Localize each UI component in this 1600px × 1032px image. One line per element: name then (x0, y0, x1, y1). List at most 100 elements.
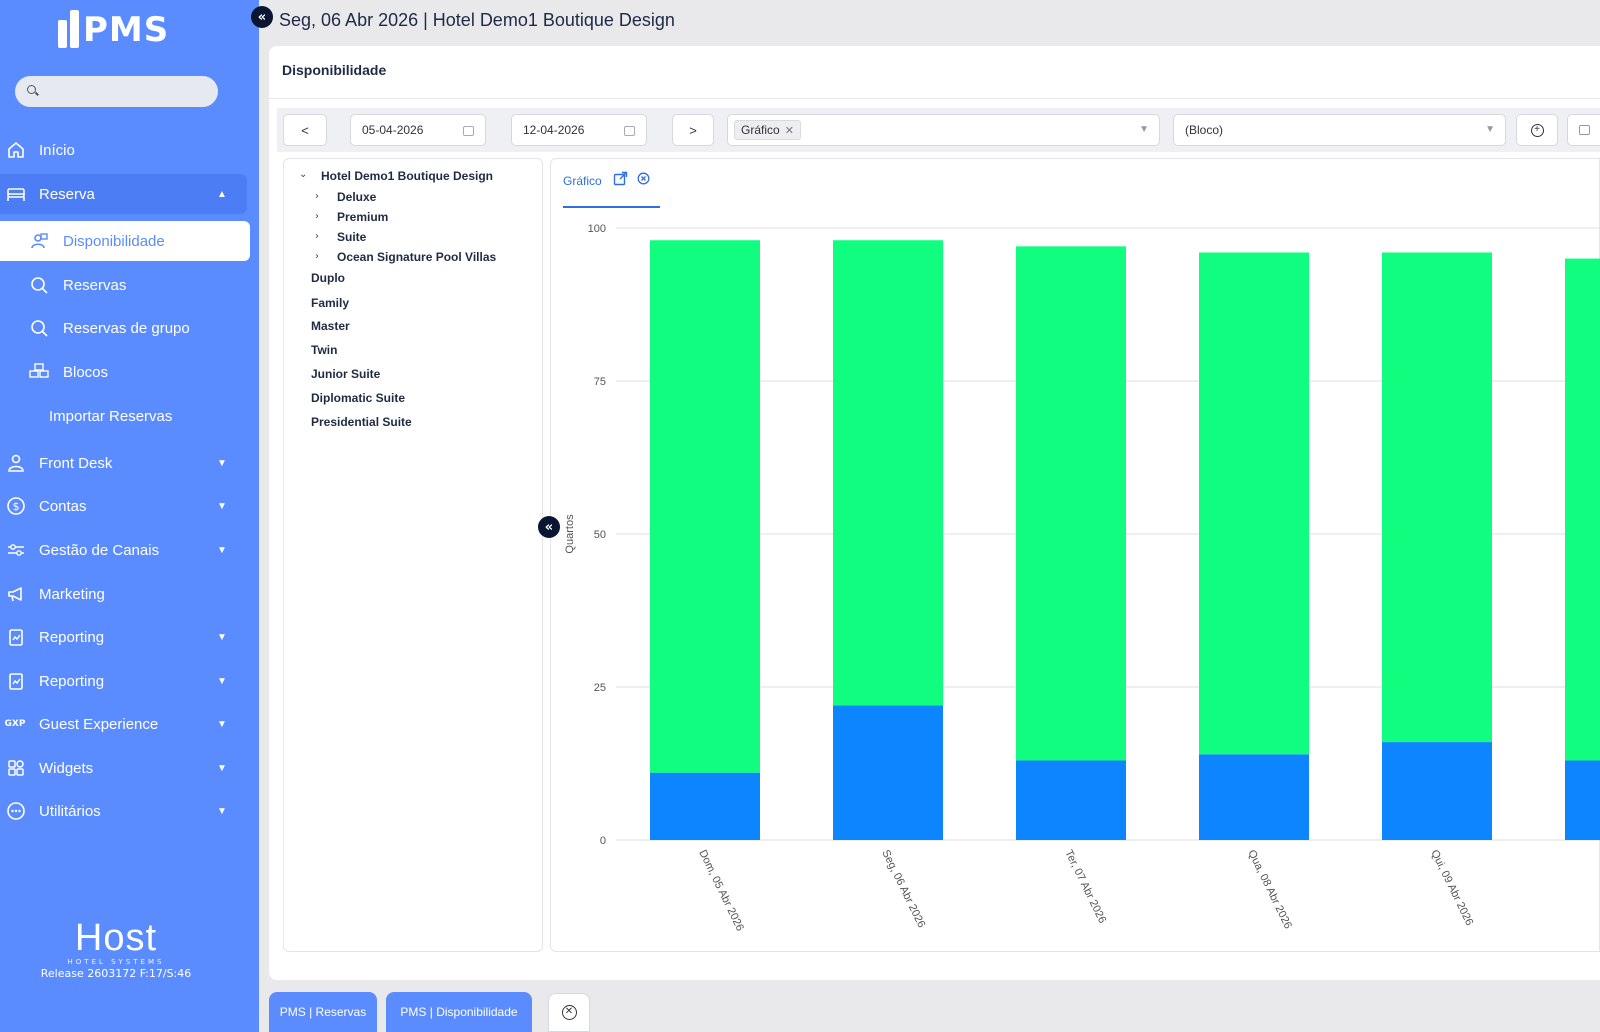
sidebar-item-label: Utilitários (39, 802, 101, 820)
search-input[interactable] (15, 76, 218, 107)
sidebar-item-guest-experience[interactable]: GXP Guest Experience ▼ (0, 704, 247, 744)
date-to-input[interactable]: 12-04-2026 (511, 114, 647, 146)
sidebar-item-reporting-2[interactable]: Reporting ▼ (0, 661, 247, 701)
tree-node[interactable]: Premium (337, 210, 389, 224)
bottom-tab-reservas[interactable]: PMS | Reservas (269, 992, 377, 1032)
x-tick-label: Ter, 07 Abr 2026 (1062, 848, 1108, 925)
report-icon (5, 626, 27, 648)
block-select[interactable]: (Bloco) ▼ (1173, 114, 1506, 146)
sidebar-item-inicio[interactable]: Início (0, 130, 247, 170)
collapse-sidebar-button[interactable]: « (251, 6, 273, 28)
sidebar-subitem-label: Reservas de grupo (63, 319, 190, 337)
sidebar-item-contas[interactable]: $ Contas ▼ (0, 486, 247, 526)
home-icon (5, 139, 27, 161)
sidebar-item-label: Reporting (39, 672, 105, 690)
sidebar-subitem-reservas-de-grupo[interactable]: Reservas de grupo (0, 308, 247, 348)
calendar-icon (624, 126, 635, 136)
release-text: Release 2603172 F:17/S:46 (40, 967, 192, 980)
bar-segment (1016, 246, 1126, 761)
prev-button[interactable]: < (283, 114, 327, 146)
block-select-value: (Bloco) (1185, 123, 1224, 137)
sidebar-subitem-blocos[interactable]: Blocos (0, 352, 247, 392)
x-tick-label: Dom, 05 Abr 2026 (696, 848, 746, 933)
tab-grafico[interactable]: Gráfico (563, 174, 602, 188)
chevron-down-icon: ▼ (217, 675, 227, 687)
svg-text:$: $ (13, 500, 20, 513)
page-header-title: Seg, 06 Abr 2026 | Hotel Demo1 Boutique … (279, 10, 675, 30)
plus-circle-icon: + (1530, 123, 1544, 137)
close-icon[interactable]: ✕ (784, 124, 794, 137)
dollar-icon: $ (5, 495, 27, 517)
chevron-down-icon: ▼ (1139, 124, 1149, 135)
stacked-bar-chart: 0 25 50 75 100 Quartos Dom, 05 Abr 2026 Seg, 06… (564, 223, 1600, 933)
calendar-button[interactable] (1567, 114, 1600, 146)
chevron-down-icon: ▼ (217, 500, 227, 512)
grid-icon (5, 757, 27, 779)
chevron-down-icon: ▼ (217, 457, 227, 469)
sidebar-item-label: Guest Experience (39, 715, 159, 733)
tree-node[interactable]: Diplomatic Suite (311, 391, 406, 405)
sidebar-subitem-label: Importar Reservas (49, 407, 173, 425)
tree-root[interactable]: Hotel Demo1 Boutique Design (321, 169, 494, 183)
y-tick-label: 0 (600, 835, 606, 847)
chevron-right-icon[interactable]: › (315, 211, 319, 222)
chevron-down-icon[interactable]: ⌄ (299, 169, 308, 180)
tree-node[interactable]: Suite (337, 230, 367, 244)
sidebar-item-reporting[interactable]: Reporting ▼ (0, 617, 247, 657)
sidebar-item-utilitarios[interactable]: Utilitários ▼ (0, 791, 247, 831)
tree-node[interactable]: Ocean Signature Pool Villas (337, 250, 497, 264)
date-from-input[interactable]: 05-04-2026 (350, 114, 486, 146)
person-icon (5, 452, 27, 474)
report-icon (5, 670, 27, 692)
chevron-down-icon: ▼ (217, 544, 227, 556)
close-circle-icon[interactable] (637, 172, 650, 189)
view-multiselect[interactable]: Gráfico ✕ ▼ (727, 114, 1160, 146)
collapse-tree-button[interactable]: « (538, 516, 560, 538)
chevron-down-icon: ▼ (217, 718, 227, 730)
sidebar-item-label: Gestão de Canais (39, 541, 160, 559)
calendar-icon (1578, 125, 1590, 135)
app-logo[interactable]: PMS (58, 8, 169, 48)
tree-node[interactable]: Junior Suite (311, 367, 381, 381)
sidebar-subitem-reservas[interactable]: Reservas (0, 265, 247, 305)
add-button[interactable]: + (1516, 114, 1558, 146)
tree-node[interactable]: Deluxe (337, 190, 377, 204)
logo-text: PMS (83, 10, 170, 50)
sidebar-subitem-disponibilidade[interactable]: Disponibilidade (0, 221, 250, 261)
sidebar-item-front-desk[interactable]: Front Desk ▼ (0, 443, 247, 483)
close-tabs-button[interactable]: ✕ (548, 993, 590, 1032)
bar-segment (833, 705, 943, 840)
tree-node[interactable]: Master (311, 319, 350, 333)
tree-node[interactable]: Duplo (311, 271, 345, 285)
sidebar-item-widgets[interactable]: Widgets ▼ (0, 748, 247, 788)
y-tick-label: 100 (588, 223, 606, 235)
search-icon (28, 317, 50, 339)
chevron-down-icon: ▼ (1485, 124, 1495, 135)
tree-node[interactable]: Presidential Suite (311, 415, 412, 429)
sidebar: PMS Início Reserva ▲ Disponibilidade Res… (0, 0, 259, 1032)
sliders-icon (5, 539, 27, 561)
chevron-down-icon: ▼ (217, 805, 227, 817)
sidebar-subitem-importar-reservas[interactable]: Importar Reservas (0, 396, 247, 436)
sidebar-item-gestao-de-canais[interactable]: Gestão de Canais ▼ (0, 530, 247, 570)
dots-icon (5, 800, 27, 822)
search-icon (27, 85, 36, 94)
sidebar-item-reserva[interactable]: Reserva ▲ (0, 174, 247, 214)
calendar-icon (463, 126, 474, 136)
view-tag[interactable]: Gráfico ✕ (734, 120, 801, 140)
chevron-right-icon[interactable]: › (315, 231, 319, 242)
sidebar-subitem-label: Disponibilidade (63, 232, 165, 250)
tree-node[interactable]: Family (311, 296, 350, 310)
bed-icon (5, 183, 27, 205)
tree-node[interactable]: Twin (311, 343, 338, 357)
sidebar-item-label: Contas (39, 497, 87, 515)
chevron-right-icon[interactable]: › (315, 251, 319, 262)
chevron-right-icon[interactable]: › (315, 191, 319, 202)
next-button[interactable]: > (672, 114, 714, 146)
external-link-icon[interactable] (613, 171, 628, 190)
bottom-tab-disponibilidade[interactable]: PMS | Disponibilidade (386, 992, 532, 1032)
bar-segment (1016, 760, 1126, 840)
y-tick-label: 75 (594, 376, 606, 388)
sidebar-subitem-label: Blocos (63, 363, 109, 381)
sidebar-item-marketing[interactable]: Marketing (0, 574, 247, 614)
